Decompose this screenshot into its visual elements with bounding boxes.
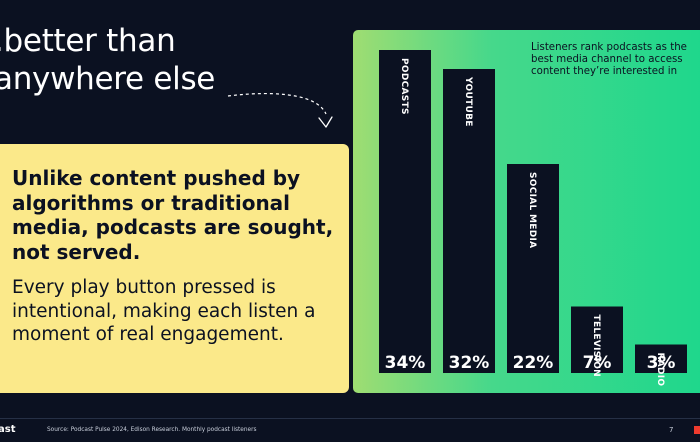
bar-chart: PODCASTS 34% YOUTUBE 32% SOCIAL MEDIA 22% TELE… — [379, 50, 687, 387]
bar-value-label: 34% — [385, 353, 426, 373]
corner-accent-mark — [694, 426, 700, 434]
brand-logo-text: ast — [0, 424, 16, 435]
bar-category-label: SOCIAL MEDIA — [527, 172, 537, 248]
callout-body: Every play button pressed is intentional… — [12, 277, 316, 345]
footer: ast Source: Podcast Pulse 2024, Edison R… — [0, 418, 700, 442]
bar-value-label: 32% — [449, 353, 490, 373]
headline-line-1: .better than — [0, 23, 176, 59]
bar-value-label: 3% — [647, 353, 676, 373]
bar-category-label: PODCASTS — [399, 58, 409, 115]
chart-note: Listeners rank podcasts as the best medi… — [531, 42, 687, 77]
headline: .better than anywhere else — [0, 22, 215, 98]
source-note: Source: Podcast Pulse 2024, Edison Resea… — [47, 427, 257, 433]
callout-heading: Unlike content pushed by algorithms or t… — [12, 166, 334, 264]
bar-category-label: YOUTUBE — [463, 76, 473, 127]
bar-podcasts — [379, 50, 431, 373]
bar-value-label: 22% — [513, 353, 554, 373]
bar-value-label: 7% — [583, 353, 612, 373]
headline-line-2: anywhere else — [0, 61, 216, 97]
dashed-curved-arrow-icon — [227, 92, 333, 128]
bar-youtube — [443, 69, 495, 373]
callout-box: Unlike content pushed by algorithms or t… — [0, 144, 349, 393]
page-number: 7 — [669, 426, 674, 434]
bar-social-media — [507, 164, 559, 373]
bar-television — [571, 306, 623, 373]
chart-panel: Listeners rank podcasts as the best medi… — [353, 30, 700, 393]
bar-category-label: TELEVISION — [591, 315, 601, 378]
bar-category-label: RADIO — [655, 353, 665, 387]
bar-radio — [635, 344, 687, 373]
